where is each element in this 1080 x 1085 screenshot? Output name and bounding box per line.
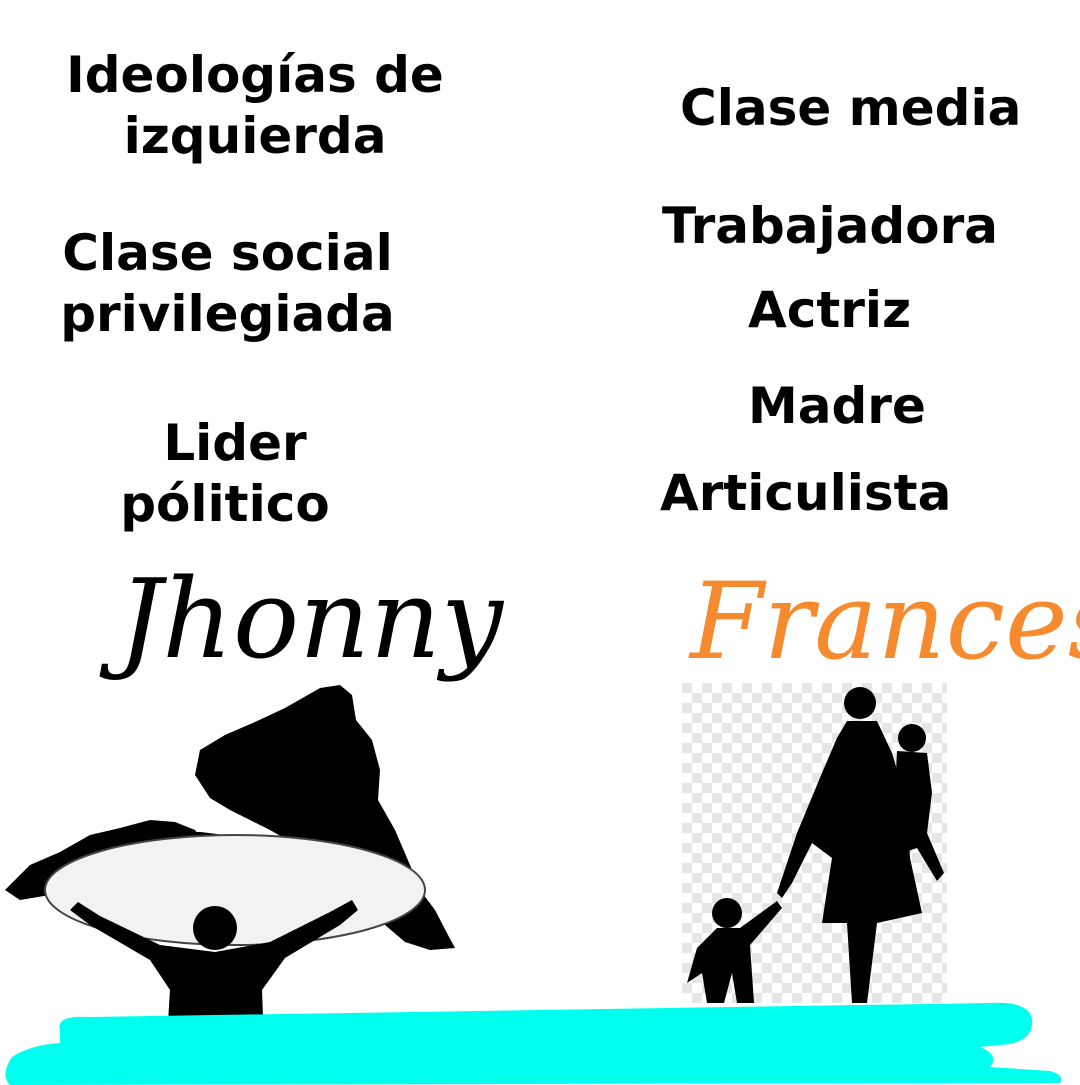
- mother-children-image: [682, 683, 947, 1003]
- left-social-class: Clase social privilegiada: [15, 223, 440, 345]
- left-role-line-1: Lider: [163, 414, 307, 472]
- right-role-3: Madre: [748, 377, 926, 435]
- right-class: Clase media: [680, 79, 1022, 137]
- left-role: Lider pólitico: [60, 413, 410, 535]
- family-silhouette: [687, 687, 944, 1003]
- person-silhouette: [70, 900, 358, 1070]
- right-role-4: Articulista: [660, 464, 952, 522]
- left-social-class-line-2: privilegiada: [60, 285, 395, 343]
- left-ideologies-line-2: izquierda: [123, 107, 387, 165]
- person-holding-map-image: [5, 685, 455, 1070]
- left-social-class-line-1: Clase social: [62, 224, 393, 282]
- left-name: Jhonny: [118, 555, 503, 683]
- cyan-brush-stroke: [5, 1002, 1062, 1085]
- right-name: Frances: [690, 560, 1080, 683]
- left-role-line-2: pólitico: [120, 475, 330, 533]
- left-ideologies: Ideologías de izquierda: [40, 45, 470, 167]
- left-ideologies-line-1: Ideologías de: [66, 46, 444, 104]
- right-role-1: Trabajadora: [662, 197, 998, 255]
- right-role-2: Actriz: [748, 281, 912, 339]
- map-silhouette: [5, 685, 455, 950]
